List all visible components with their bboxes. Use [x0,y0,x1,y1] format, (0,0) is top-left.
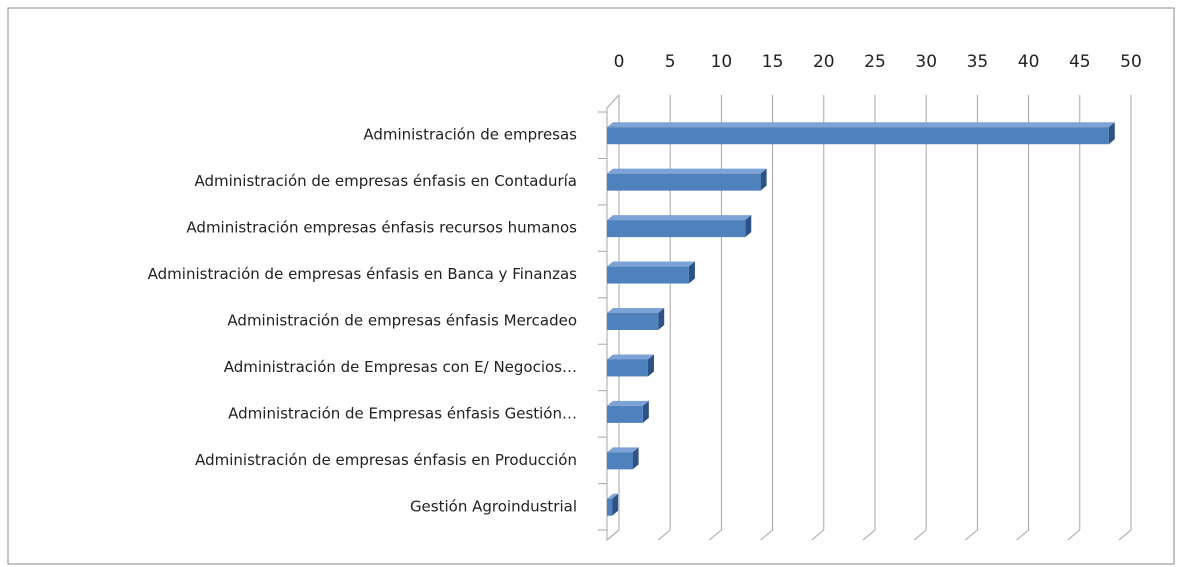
bar-front [607,359,648,377]
y-tick-label: Administración de Empresas con E/ Negoci… [224,358,577,376]
bar-front [607,452,633,470]
bar-front [607,405,643,423]
bar [607,308,665,330]
bar-side [688,261,695,284]
bar [607,400,649,423]
bar [607,215,752,238]
bar-front [607,127,1109,145]
bar-top [607,354,654,360]
bar-side [647,354,654,377]
x-tick-label: 40 [1018,52,1040,72]
bar-front [607,220,746,238]
x-tick-label: 50 [1120,52,1142,72]
bar-front [607,498,613,516]
bar-front [607,173,761,191]
bar-side [760,168,767,191]
bar-side [612,493,619,516]
x-tick-label: 30 [915,52,937,72]
bar [607,122,1115,145]
bar-side [1108,122,1115,145]
bar [607,493,619,516]
y-tick-label: Administración empresas énfasis recursos… [186,219,577,237]
bar-top [607,261,695,267]
grid-line [606,95,620,541]
x-tick-label: 15 [762,52,784,72]
grid-line [1067,95,1081,541]
x-tick-label: 0 [614,52,625,72]
grid-line [811,95,825,541]
bar-side [658,308,665,330]
bar-side [632,447,639,470]
y-tick-label: Administración de empresas énfasis en Ba… [148,265,578,283]
bar-top [607,308,665,313]
y-tick-label: Administración de empresas [363,126,577,144]
grid-line [657,95,671,541]
grid-line [709,95,722,541]
grid-line [1016,95,1030,541]
bar-top [607,400,649,406]
chart-frame [7,7,1175,565]
x-tick-label: 10 [711,52,733,72]
bar-top [607,447,639,453]
y-tick-label: Administración de Empresas énfasis Gesti… [228,404,577,422]
y-tick-label: Administración de empresas énfasis en Pr… [195,451,577,469]
grid-line [965,95,978,541]
y-tick-label: Administración de empresas énfasis en Co… [195,172,578,190]
grid-line [913,95,927,541]
x-tick-label: 35 [967,52,989,72]
bar-top [607,493,619,499]
bar [607,168,767,191]
bar-top [607,215,752,221]
bar-top [607,168,767,174]
x-tick-label: 25 [864,52,886,72]
bar [607,261,695,284]
grid-line [1118,95,1132,541]
x-tick-label: 45 [1069,52,1091,72]
bar-side [745,215,752,238]
grid-line [862,95,876,541]
x-tick-label: 5 [665,52,676,72]
y-tick-label: Administración de empresas énfasis Merca… [227,312,577,330]
bar [607,354,654,377]
bar [607,447,639,470]
bar-front [607,313,659,330]
y-tick-label: Gestión Agroindustrial [410,497,577,515]
bar-front [607,266,689,284]
bar-top [607,122,1115,128]
grid-line [760,95,774,541]
bar-side [642,400,649,423]
x-tick-label: 20 [813,52,835,72]
